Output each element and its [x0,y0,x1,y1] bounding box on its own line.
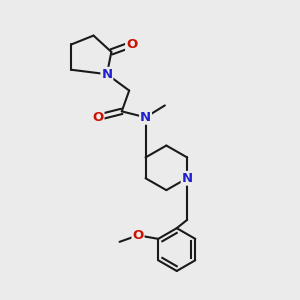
Text: N: N [101,68,112,81]
Text: N: N [182,172,193,185]
Text: O: O [132,229,144,242]
Text: O: O [92,111,104,124]
Text: O: O [126,38,137,51]
Text: N: N [140,111,151,124]
